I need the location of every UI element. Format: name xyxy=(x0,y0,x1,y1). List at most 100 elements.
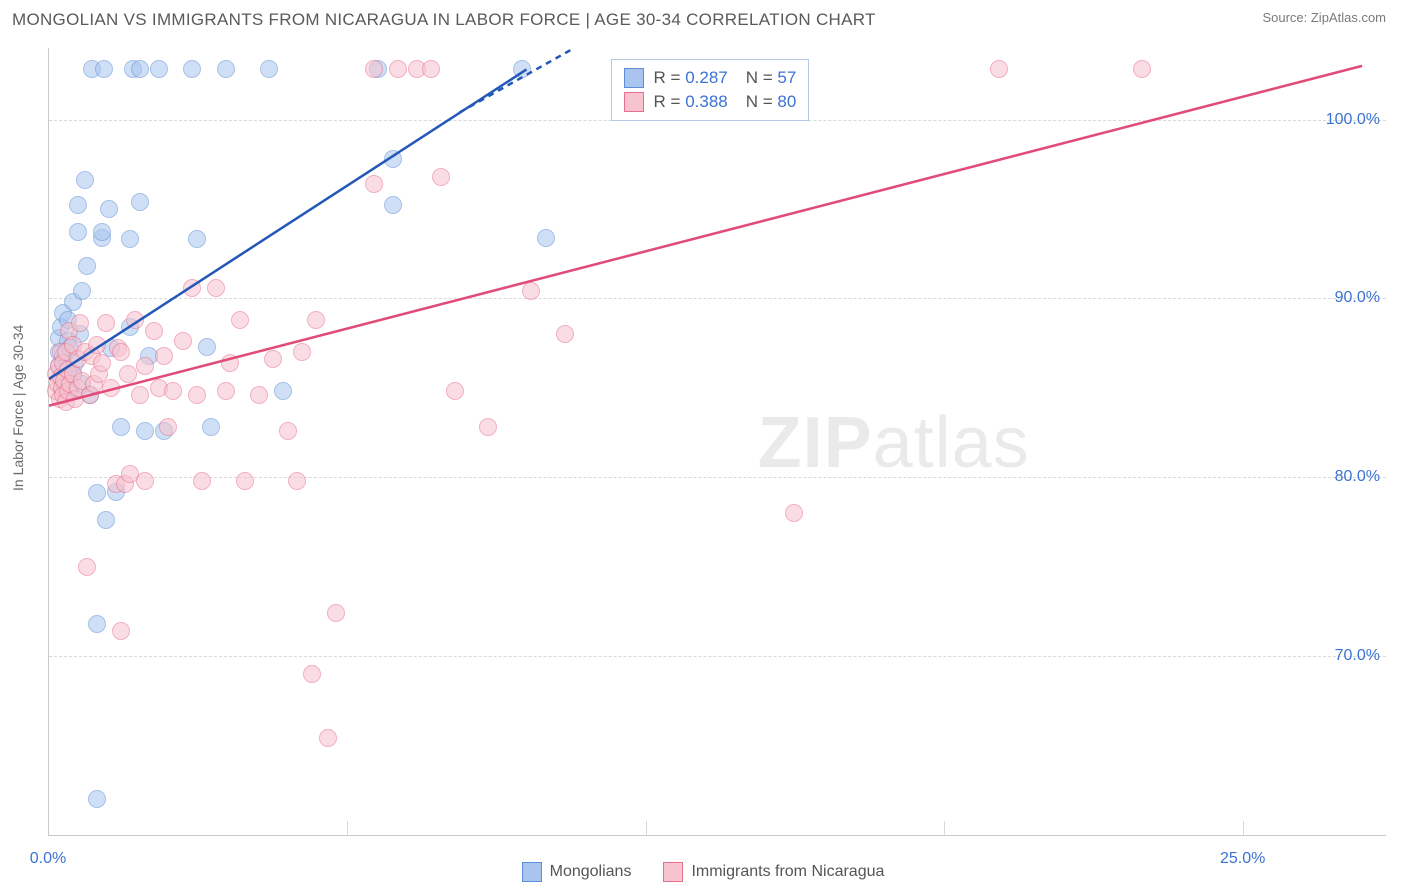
data-point xyxy=(102,379,120,397)
legend-swatch xyxy=(624,92,644,112)
data-point xyxy=(112,343,130,361)
data-point xyxy=(78,558,96,576)
data-point xyxy=(221,354,239,372)
legend-swatch xyxy=(522,862,542,882)
data-point xyxy=(164,382,182,400)
data-point xyxy=(264,350,282,368)
gridline-v xyxy=(347,821,348,835)
gridline-v xyxy=(944,821,945,835)
data-point xyxy=(69,223,87,241)
data-point xyxy=(785,504,803,522)
y-tick-label: 70.0% xyxy=(1335,647,1380,665)
data-point xyxy=(88,790,106,808)
data-point xyxy=(384,196,402,214)
data-point xyxy=(422,60,440,78)
trend-lines xyxy=(49,48,1386,835)
data-point xyxy=(288,472,306,490)
legend-item: Immigrants from Nicaragua xyxy=(663,862,884,882)
data-point xyxy=(522,282,540,300)
chart-title: MONGOLIAN VS IMMIGRANTS FROM NICARAGUA I… xyxy=(12,10,876,30)
data-point xyxy=(97,314,115,332)
data-point xyxy=(236,472,254,490)
data-point xyxy=(250,386,268,404)
data-point xyxy=(121,230,139,248)
data-point xyxy=(78,257,96,275)
data-point xyxy=(131,60,149,78)
gridline-v xyxy=(646,821,647,835)
chart-source: Source: ZipAtlas.com xyxy=(1262,10,1386,25)
y-axis-label: In Labor Force | Age 30-34 xyxy=(10,324,26,490)
data-point xyxy=(88,336,106,354)
data-point xyxy=(446,382,464,400)
legend-swatch xyxy=(624,68,644,88)
correlation-legend-row: R = 0.287N = 57 xyxy=(624,66,797,90)
y-tick-label: 90.0% xyxy=(1335,289,1380,307)
data-point xyxy=(88,484,106,502)
legend-swatch xyxy=(663,862,683,882)
data-point xyxy=(159,418,177,436)
chart-header: MONGOLIAN VS IMMIGRANTS FROM NICARAGUA I… xyxy=(0,0,1406,34)
gridline-h xyxy=(49,656,1386,657)
watermark: ZIPatlas xyxy=(758,402,1030,484)
data-point xyxy=(217,382,235,400)
data-point xyxy=(990,60,1008,78)
data-point xyxy=(260,60,278,78)
data-point xyxy=(231,311,249,329)
gridline-v xyxy=(1243,821,1244,835)
data-point xyxy=(174,332,192,350)
data-point xyxy=(183,60,201,78)
data-point xyxy=(188,230,206,248)
x-tick-label: 0.0% xyxy=(30,850,66,868)
data-point xyxy=(198,338,216,356)
data-point xyxy=(119,365,137,383)
data-point xyxy=(303,665,321,683)
data-point xyxy=(69,196,87,214)
data-point xyxy=(327,604,345,622)
data-point xyxy=(73,282,91,300)
data-point xyxy=(136,357,154,375)
data-point xyxy=(319,729,337,747)
data-point xyxy=(76,171,94,189)
data-point xyxy=(126,311,144,329)
data-point xyxy=(217,60,235,78)
series-legend: Mongolians Immigrants from Nicaragua xyxy=(0,862,1406,882)
r-value: 0.388 xyxy=(685,92,728,111)
data-point xyxy=(131,193,149,211)
data-point xyxy=(479,418,497,436)
data-point xyxy=(365,175,383,193)
data-point xyxy=(155,347,173,365)
n-value: 57 xyxy=(777,68,796,87)
gridline-h xyxy=(49,298,1386,299)
data-point xyxy=(88,615,106,633)
r-value: 0.287 xyxy=(685,68,728,87)
data-point xyxy=(1133,60,1151,78)
data-point xyxy=(183,279,201,297)
data-point xyxy=(93,223,111,241)
data-point xyxy=(513,60,531,78)
x-tick-label: 25.0% xyxy=(1220,850,1265,868)
data-point xyxy=(307,311,325,329)
legend-label: Immigrants from Nicaragua xyxy=(691,863,884,881)
data-point xyxy=(384,150,402,168)
data-point xyxy=(150,60,168,78)
correlation-legend-row: R = 0.388N = 80 xyxy=(624,90,797,114)
data-point xyxy=(432,168,450,186)
data-point xyxy=(365,60,383,78)
data-point xyxy=(202,418,220,436)
data-point xyxy=(136,422,154,440)
data-point xyxy=(131,386,149,404)
data-point xyxy=(97,511,115,529)
data-point xyxy=(71,314,89,332)
data-point xyxy=(95,60,113,78)
correlation-legend: R = 0.287N = 57R = 0.388N = 80 xyxy=(611,59,810,121)
legend-item: Mongolians xyxy=(522,862,632,882)
data-point xyxy=(207,279,225,297)
data-point xyxy=(112,622,130,640)
data-point xyxy=(293,343,311,361)
data-point xyxy=(537,229,555,247)
data-point xyxy=(193,472,211,490)
data-point xyxy=(145,322,163,340)
data-point xyxy=(100,200,118,218)
data-point xyxy=(389,60,407,78)
data-point xyxy=(112,418,130,436)
